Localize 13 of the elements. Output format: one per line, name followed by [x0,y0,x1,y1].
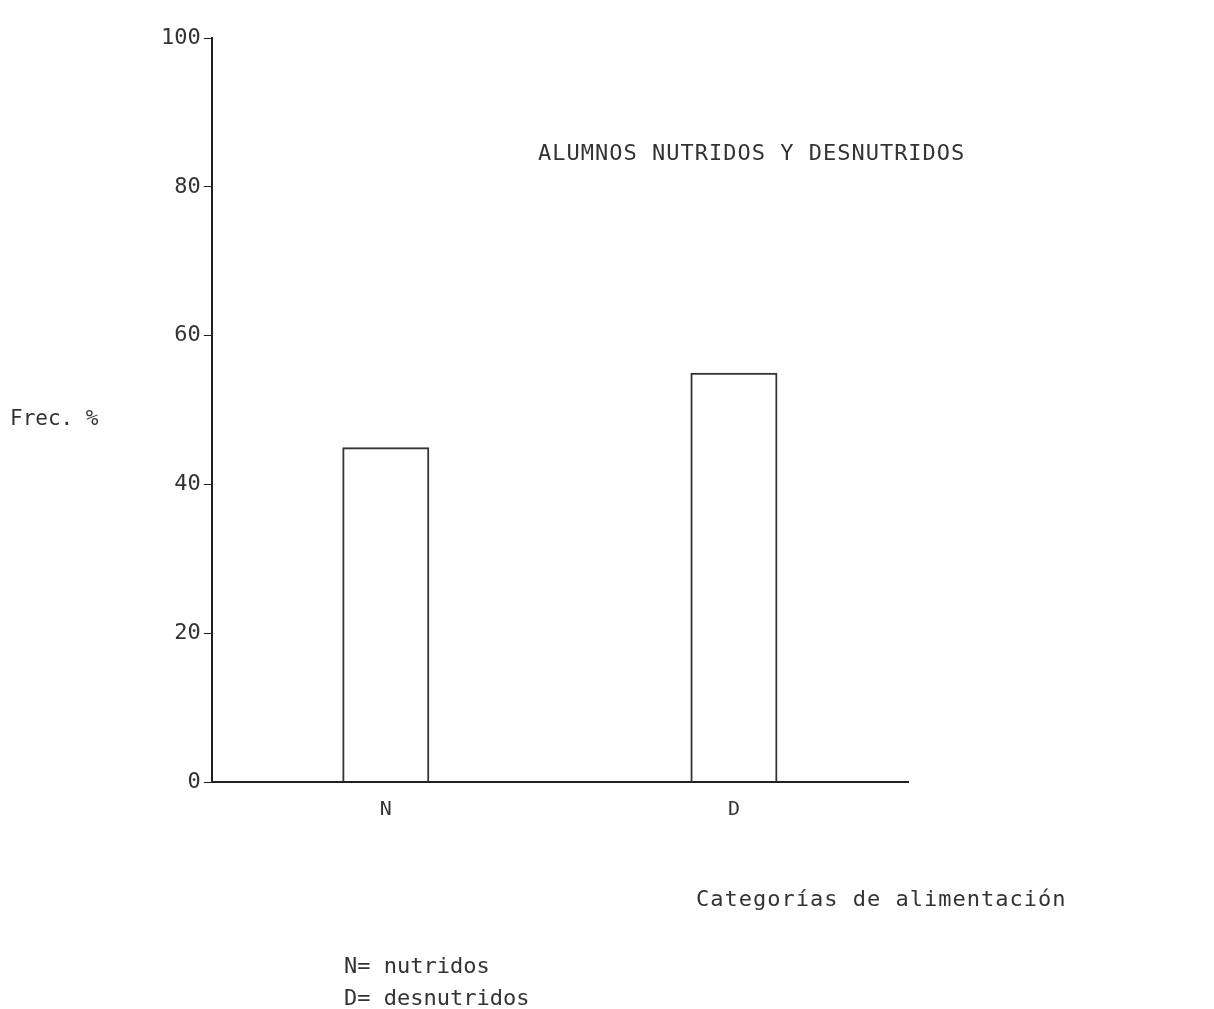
x-tick-label: D [727,796,740,821]
y-tick-label: 0 [187,767,201,793]
text: ALUMNOS NUTRIDOS Y DESNUTRIDOS [538,140,966,165]
y-tick-label: 40 [174,470,201,496]
x-tick-label: N [379,796,392,821]
y-tick-label: 100 [160,23,201,49]
text: D= desnutridos [344,985,530,1009]
y-axis-title: Frec. % [10,406,99,430]
x-axis-title: Categorías de alimentación [696,886,1067,911]
y-tick-label: 80 [174,172,201,198]
y-tick-label: 20 [174,618,201,644]
y-tick-label: 60 [174,321,201,347]
text: N= nutridos [344,953,490,978]
